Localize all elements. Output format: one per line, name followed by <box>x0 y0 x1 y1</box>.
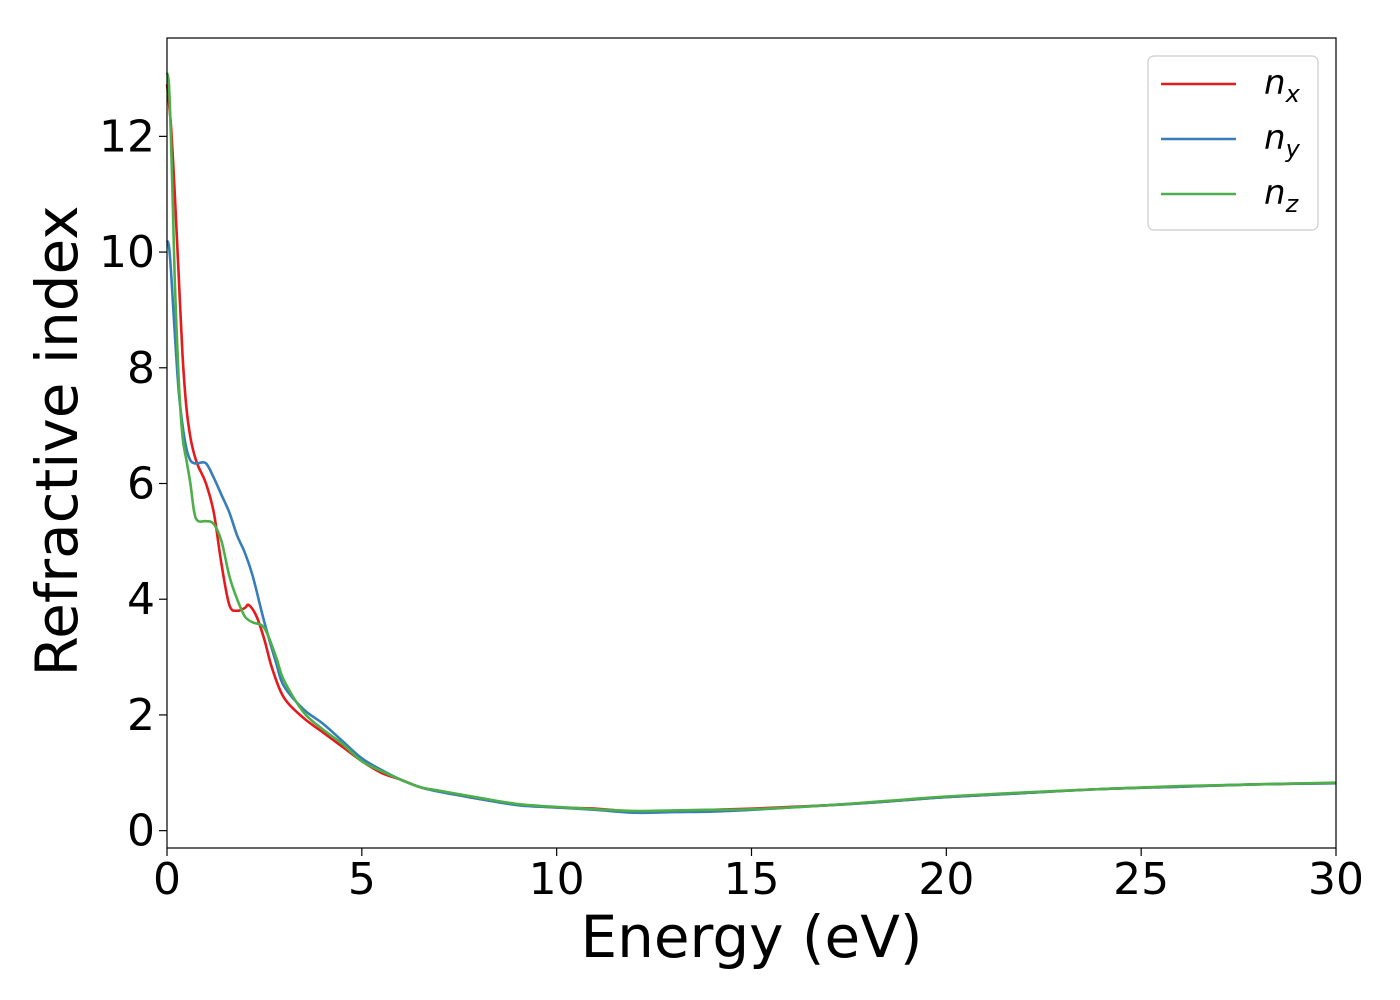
x-tick-label: 20 <box>918 854 974 905</box>
y-tick-label: 6 <box>127 459 155 510</box>
series-line-nz <box>165 72 1337 813</box>
y-tick-label: 12 <box>99 111 155 162</box>
x-axis-label: Energy (eV) <box>580 903 922 971</box>
x-tick-label: 0 <box>153 854 181 905</box>
legend-label-nx: nx <box>1264 63 1301 108</box>
x-tick-label: 15 <box>724 854 780 905</box>
y-axis-ticks: 0 2 4 6 8 10 12 <box>99 111 167 857</box>
x-tick-label: 30 <box>1308 854 1364 905</box>
y-tick-label: 2 <box>127 690 155 741</box>
legend-box <box>1147 55 1319 231</box>
series-lines <box>165 72 1337 815</box>
x-tick-label: 10 <box>529 854 585 905</box>
y-tick-label: 0 <box>127 806 155 857</box>
legend: nx ny nz <box>1147 55 1319 231</box>
x-tick-label: 5 <box>348 854 376 905</box>
legend-label-nz: nz <box>1264 173 1300 218</box>
y-axis-label: Refractive index <box>23 205 91 676</box>
y-tick-label: 8 <box>127 343 155 394</box>
y-tick-label: 4 <box>127 574 155 625</box>
x-tick-label: 25 <box>1113 854 1169 905</box>
y-tick-label: 10 <box>99 227 155 278</box>
legend-label-ny: ny <box>1264 118 1301 163</box>
x-axis-ticks: 0 5 10 15 20 25 30 <box>153 848 1364 905</box>
